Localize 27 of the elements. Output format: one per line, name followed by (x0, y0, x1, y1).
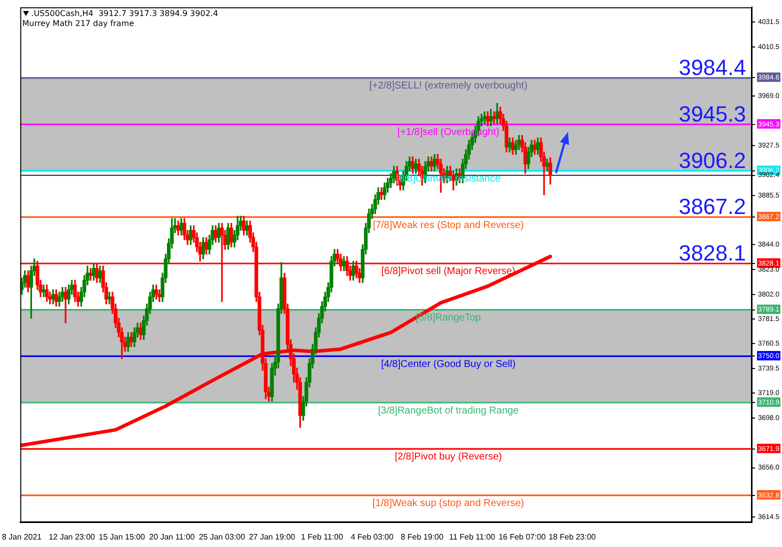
x-tick-label: 27 Jan 19:00 (248, 532, 296, 542)
x-tick-label: 16 Feb 07:00 (498, 532, 546, 542)
annotation: 3945.3 (678, 101, 746, 126)
x-tick-label: 12 Jan 23:00 (48, 532, 96, 542)
x-tick-label: 15 Jan 15:00 (98, 532, 146, 542)
ref-line-label: [+2/8]SELL! (extremely overbought) (369, 80, 528, 92)
ref-line-label: [2/8]Pivot buy (Reverse) (394, 452, 502, 463)
annotation: 3867.2 (678, 194, 746, 220)
chart-title: .US500Cash,H4 3912.7 3917.3 3894.9 3902.4 (31, 9, 218, 18)
annotation: 3906.2 (678, 148, 746, 173)
ref-line-label: [6/8]Pivot sell (Major Reverse) (381, 266, 516, 278)
annotation: 3984.4 (678, 54, 746, 80)
ref-line-label: [1/8]Weak sup (stop and Reverse) (372, 498, 524, 510)
ref-line-label: [5/8]RangeTop (416, 312, 482, 324)
x-tick-label: 4 Feb 03:00 (350, 532, 394, 542)
x-tick-label: 8 Jan 2021 (2, 532, 42, 542)
ref-line-label: [3/8]RangeBot of trading Range (378, 405, 520, 416)
x-tick-label: 1 Feb 11:00 (300, 532, 344, 542)
x-tick-label: 8 Feb 19:00 (400, 532, 444, 542)
x-tick-label: 25 Jan 03:00 (198, 532, 246, 542)
x-tick-label: 11 Feb 11:00 (449, 532, 496, 542)
ref-line-label: [7/8]Weak res (Stop and Reverse) (372, 220, 524, 231)
x-tick-label: 18 Feb 23:00 (548, 532, 596, 542)
x-tick-label: 20 Jan 11:00 (149, 532, 196, 542)
text: Murrey Math 217 day frame (22, 19, 134, 28)
ref-line-label: [4/8]Center (Good Buy or Sell) (381, 358, 516, 370)
annotation: 3828.1 (678, 240, 746, 266)
